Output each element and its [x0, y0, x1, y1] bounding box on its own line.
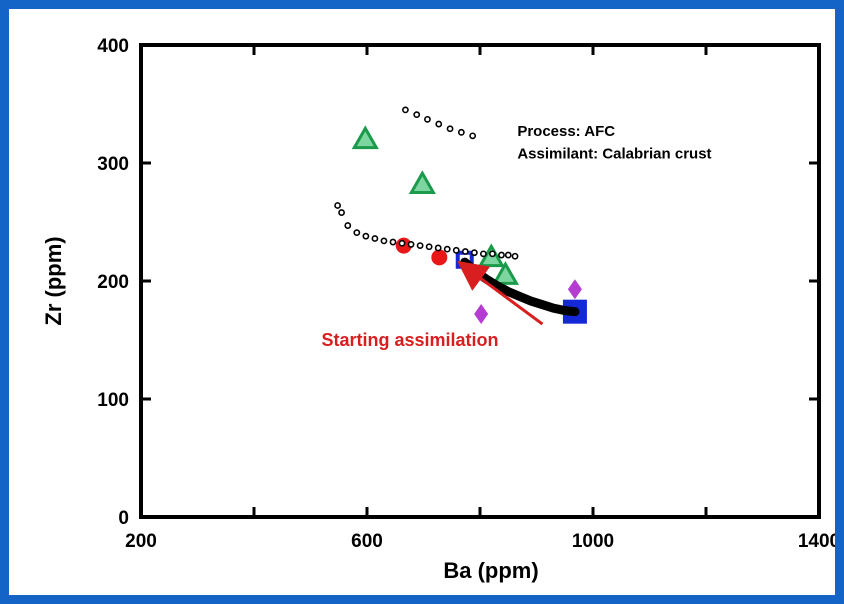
- afc-model-point: [504, 251, 512, 259]
- afc-model-point: [398, 239, 406, 247]
- afc-model-point: [511, 252, 519, 260]
- afc-model-point: [416, 242, 424, 249]
- y-tick-label: 400: [97, 36, 129, 57]
- afc-model-point: [424, 115, 431, 123]
- afc-model-point: [402, 106, 409, 114]
- diamond-point: [567, 279, 582, 300]
- afc-model-point: [380, 237, 388, 245]
- afc-model-point: [461, 248, 469, 255]
- afc-model-point: [362, 232, 370, 240]
- plot-area-frame: [139, 43, 821, 519]
- afc-model-point: [389, 238, 397, 246]
- afc-model-point: [435, 120, 443, 128]
- afc-model-point: [457, 128, 465, 136]
- triangle-point: [491, 261, 520, 285]
- afc-model-point: [469, 132, 477, 140]
- afc-model-point: [425, 243, 433, 251]
- afc-model-point: [434, 244, 442, 252]
- afc-model-point: [498, 251, 505, 259]
- annotation-process: Process: AFC: [517, 123, 615, 140]
- x-axis-label: Ba (ppm): [443, 558, 538, 583]
- afc-model-point: [489, 250, 496, 258]
- triangle-point: [351, 125, 379, 150]
- afc-model-point: [334, 202, 342, 209]
- afc-model-point: [446, 125, 454, 133]
- afc-model-point: [452, 246, 460, 254]
- y-axis-label: Zr (ppm): [41, 236, 66, 325]
- annotation-starting-assimilation: Starting assimilation: [321, 330, 498, 350]
- afc-model-point: [371, 235, 379, 242]
- afc-model-point: [338, 209, 345, 216]
- annotation-arrow: [457, 260, 544, 326]
- afc-model-point: [443, 245, 451, 253]
- y-tick-label: 0: [118, 508, 129, 529]
- y-tick-label: 100: [97, 390, 129, 411]
- x-tick-label: 1000: [572, 531, 614, 552]
- triangle-point: [408, 170, 436, 194]
- annotation-assimilant: Assimilant: Calabrian crust: [517, 146, 711, 163]
- x-tick-label: 600: [351, 531, 383, 552]
- afc-model-point: [407, 241, 415, 248]
- scatter-chart: 200 600 1000 1400 0 100 200 300 400 Ba (ppm) Zr …: [41, 36, 835, 583]
- y-tick-label: 200: [97, 272, 129, 293]
- afc-model-point: [470, 249, 478, 257]
- afc-model-point: [413, 111, 421, 119]
- circle-point: [431, 249, 448, 266]
- afc-model-point: [353, 229, 361, 237]
- afc-model-point: [344, 222, 352, 229]
- x-tick-label: 1400: [798, 531, 835, 552]
- afc-model-point: [479, 250, 487, 258]
- diamond-point: [474, 304, 489, 325]
- x-tick-label: 200: [125, 531, 157, 552]
- y-tick-label: 300: [97, 154, 129, 175]
